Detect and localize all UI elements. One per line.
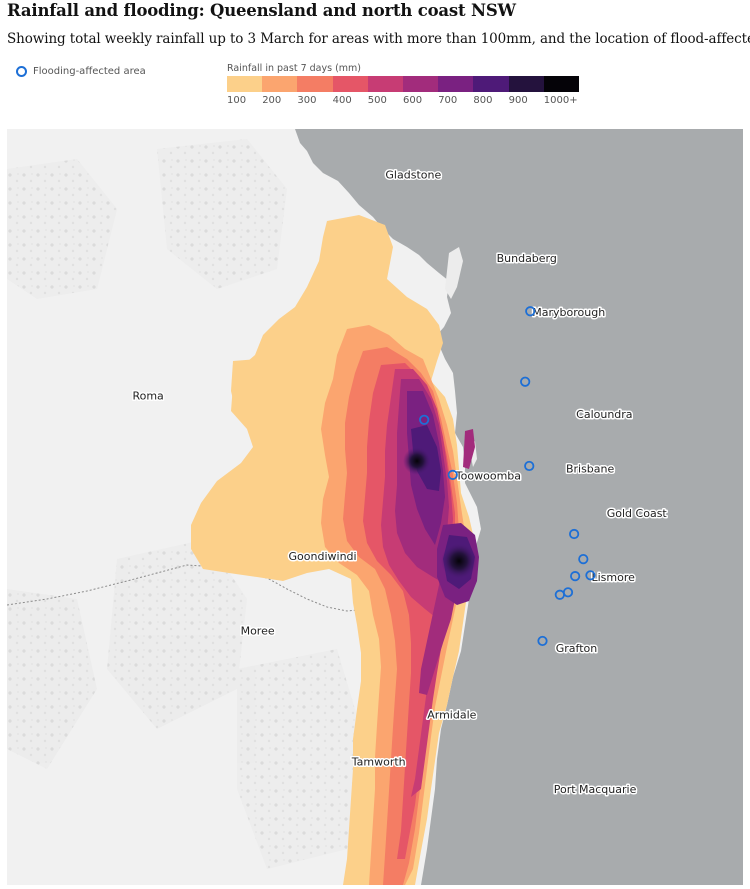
rainfall-tick: 900 bbox=[508, 95, 528, 106]
flood-legend-label: Flooding-affected area bbox=[33, 66, 146, 77]
map-canvas[interactable]: Gladstone Bundaberg Maryborough Roma Calound… bbox=[7, 129, 743, 885]
place-label: Toowoomba bbox=[455, 470, 521, 483]
flood-site-marker[interactable] bbox=[537, 635, 548, 647]
place-label: Bundaberg bbox=[497, 252, 557, 265]
flood-site-marker[interactable] bbox=[419, 414, 430, 425]
rainfall-tick: 200 bbox=[262, 95, 282, 106]
rainfall-tick: 100 bbox=[227, 95, 247, 106]
flood-site-marker[interactable] bbox=[569, 528, 580, 540]
rainfall-island-strip bbox=[463, 429, 475, 469]
rainfall-swatch bbox=[262, 76, 298, 92]
place-label: Caloundra bbox=[576, 408, 632, 421]
terrain-relief bbox=[7, 139, 367, 869]
rainfall-tick: 1000+ bbox=[543, 95, 578, 106]
rainfall-peak-brisbane bbox=[403, 447, 431, 475]
place-label: Roma bbox=[132, 389, 163, 402]
rainfall-swatch bbox=[367, 76, 403, 92]
chart-title: Rainfall and flooding: Queensland and no… bbox=[7, 1, 516, 20]
flood-site-marker[interactable] bbox=[585, 570, 596, 581]
rainfall-swatch bbox=[473, 76, 509, 92]
rainfall-tick: 300 bbox=[297, 95, 317, 106]
rainfall-swatch bbox=[508, 76, 544, 92]
place-label: Grafton bbox=[556, 642, 598, 655]
rainfall-layer bbox=[191, 215, 479, 885]
rainfall-tick: 600 bbox=[403, 95, 423, 106]
flood-site-marker[interactable] bbox=[524, 460, 535, 472]
map[interactable]: Gladstone Bundaberg Maryborough Roma Calound… bbox=[7, 129, 743, 885]
place-label: Gold Coast bbox=[607, 507, 668, 520]
place-label: Goondiwindi bbox=[289, 550, 357, 563]
place-label: Armidale bbox=[427, 709, 476, 722]
place-labels: Gladstone Bundaberg Maryborough Roma Calound… bbox=[131, 167, 669, 798]
flood-site-marker[interactable] bbox=[520, 376, 531, 387]
rainfall-peak-goldcoast bbox=[441, 543, 477, 579]
rainfall-swatch bbox=[438, 76, 474, 92]
state-border bbox=[7, 564, 464, 612]
rainfall-legend-swatches bbox=[227, 76, 579, 92]
place-label: Moree bbox=[241, 624, 275, 637]
rainfall-tick: 400 bbox=[332, 95, 352, 106]
place-label: Gladstone bbox=[385, 168, 441, 181]
place-label: Lismore bbox=[591, 571, 635, 584]
rainfall-swatch bbox=[332, 76, 368, 92]
rainfall-swatch bbox=[543, 76, 579, 92]
rainfall-legend-title: Rainfall in past 7 days (mm) bbox=[227, 63, 361, 74]
place-label: Tamworth bbox=[351, 756, 406, 769]
flood-sites bbox=[419, 306, 596, 647]
flood-site-marker[interactable] bbox=[570, 571, 581, 582]
rainfall-legend: Rainfall in past 7 days (mm) 100 200 300 40… bbox=[227, 63, 579, 109]
flood-site-marker[interactable] bbox=[578, 554, 589, 565]
flood-site-marker[interactable] bbox=[525, 306, 536, 317]
rainfall-tick: 800 bbox=[473, 95, 493, 106]
place-label: Maryborough bbox=[532, 306, 605, 319]
flood-ring-icon bbox=[16, 66, 27, 77]
rainfall-legend-ticks: 100 200 300 400 500 600 700 800 900 1000+ bbox=[227, 95, 579, 109]
fraser-island bbox=[445, 247, 463, 299]
flood-site-marker[interactable] bbox=[447, 469, 458, 480]
rainfall-tick: 700 bbox=[438, 95, 458, 106]
flood-site-marker[interactable] bbox=[562, 587, 574, 598]
place-label: Port Macquarie bbox=[554, 783, 637, 796]
chart-subtitle: Showing total weekly rainfall up to 3 Ma… bbox=[7, 31, 750, 47]
rainfall-tick: 500 bbox=[367, 95, 387, 106]
rainfall-swatch bbox=[297, 76, 333, 92]
flood-legend: Flooding-affected area bbox=[16, 66, 146, 77]
rainfall-swatch bbox=[227, 76, 263, 92]
place-label: Brisbane bbox=[566, 462, 615, 475]
rainfall-band-100b bbox=[231, 359, 265, 417]
rainfall-swatch bbox=[402, 76, 439, 92]
